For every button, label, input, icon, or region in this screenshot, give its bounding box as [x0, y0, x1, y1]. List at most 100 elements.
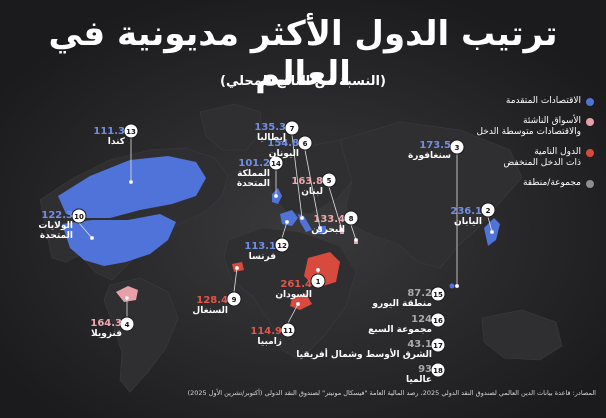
source-note: المصادر: قاعدة بيانات الدين العالمي لصند… — [187, 389, 596, 397]
rank-number-16: 16 — [433, 317, 443, 325]
data-country-name: منطقة اليورو — [372, 299, 432, 309]
country-singapore — [449, 283, 455, 289]
rank-number-5: 5 — [327, 177, 332, 185]
rank-marker-10 — [71, 208, 87, 224]
rank-marker-6 — [297, 135, 313, 151]
rank-marker-7 — [284, 120, 300, 136]
connector-end-1 — [315, 267, 320, 272]
data-label-4: 164.3 فنزويلا — [90, 318, 122, 339]
rank-number-3: 3 — [455, 144, 460, 152]
data-country-name: الولايات المتحدة — [38, 221, 73, 241]
rank-number-8: 8 — [349, 215, 354, 223]
connector-end-11 — [295, 301, 300, 306]
connector-line-5 — [328, 186, 343, 231]
legend-label: الدول النامية ذات الدخل المنخفض — [503, 147, 581, 168]
data-value: 93 — [418, 364, 432, 375]
rank-marker-11 — [280, 322, 296, 338]
connector-end-2 — [489, 229, 494, 234]
rank-marker-18 — [430, 362, 446, 378]
data-country-name: مجموعة السبع — [368, 325, 432, 335]
data-label-14: 101.2 المملكة المتحدة — [237, 158, 270, 189]
highlighted-countries — [58, 156, 500, 310]
landmass-south-america — [103, 277, 179, 393]
rank-marker-1 — [310, 273, 326, 289]
connector-end-14 — [273, 193, 278, 198]
legend-swatch — [586, 98, 594, 106]
data-value: 113.1 — [244, 241, 276, 252]
data-country-name: السنغال — [192, 306, 228, 316]
country-france — [280, 210, 298, 226]
page-subtitle: (النسبة من الناتج المحلي) — [220, 74, 386, 89]
connector-line-10 — [78, 222, 93, 239]
data-value: 43.1 — [407, 339, 432, 350]
data-country-name: زامبيا — [257, 337, 282, 347]
data-label-6: 154.8 اليونان — [267, 138, 299, 159]
country-venezuela — [116, 286, 138, 302]
data-value: 154.8 — [267, 138, 299, 149]
rank-number-1: 1 — [316, 278, 321, 286]
data-country-name: اليابان — [454, 217, 482, 227]
connector-end-8 — [353, 237, 358, 242]
data-label-2: 236.1 اليابان — [450, 206, 482, 227]
connector-end-3 — [454, 283, 459, 288]
legend: الاقتصادات المتقدمة الأسواق الناشئة والا… — [444, 96, 594, 198]
rank-marker-13 — [123, 123, 139, 139]
rank-marker-5 — [321, 172, 337, 188]
data-label-1: 261.4 السودان — [275, 279, 312, 300]
legend-swatch — [586, 149, 594, 157]
legend-item-advanced: الاقتصادات المتقدمة — [444, 96, 594, 107]
rank-number-7: 7 — [290, 125, 295, 133]
data-label-9: 128.4 السنغال — [192, 295, 228, 316]
connector-line-12 — [281, 221, 288, 239]
legend-item-emerging: الأسواق الناشئة والاقتصادات متوسطة الدخل — [444, 116, 594, 138]
rank-marker-15 — [430, 286, 446, 302]
rank-number-10: 10 — [74, 213, 84, 221]
landmass-australia — [481, 309, 563, 361]
connector-lines — [78, 134, 494, 324]
rank-number-11: 11 — [283, 327, 293, 335]
data-country-name: لبنان — [301, 187, 323, 197]
rank-number-12: 12 — [277, 242, 287, 250]
rank-number-2: 2 — [486, 207, 491, 215]
data-label-15: 87.2 منطقة اليورو — [372, 288, 432, 309]
data-value: 135.3 — [254, 122, 286, 133]
data-label-3: 173.5 سنغافورة — [408, 140, 451, 161]
rank-number-6: 6 — [303, 140, 308, 148]
rank-marker-2 — [480, 202, 496, 218]
rank-marker-14 — [268, 155, 284, 171]
connector-line-9 — [233, 267, 238, 293]
data-country-name: المملكة المتحدة — [236, 169, 270, 189]
rank-marker-4 — [119, 316, 135, 332]
data-label-18: 93 عالميا — [406, 364, 432, 385]
data-value: 111.3 — [93, 126, 125, 137]
data-label-10: 122.3 الولايات المتحدة — [38, 210, 73, 241]
data-value: 124 — [411, 314, 432, 325]
data-country-name: فرنسا — [248, 252, 276, 262]
data-value: 122.3 — [41, 210, 73, 221]
legend-swatch — [586, 180, 594, 188]
connector-end-7 — [299, 215, 304, 220]
data-country-name: فنزويلا — [91, 329, 122, 339]
data-country-name: الشرق الأوسط وشمال أفريقيا — [296, 350, 432, 360]
country-canada — [58, 156, 206, 218]
data-value: 114.9 — [250, 326, 282, 337]
connector-end-4 — [125, 295, 130, 300]
legend-swatch — [586, 118, 594, 126]
data-country-name: إيطاليا — [256, 133, 286, 143]
data-country-name: اليونان — [268, 149, 299, 159]
data-label-5: 163.8 لبنان — [291, 176, 323, 197]
data-value: 173.5 — [419, 140, 451, 151]
connector-line-7 — [291, 134, 303, 219]
legend-item-group: مجموعة/منطقة — [444, 178, 594, 189]
data-country-name: كندا — [107, 137, 125, 147]
data-label-11: 114.9 زامبيا — [250, 326, 282, 347]
data-country-name: سنغافورة — [407, 151, 451, 161]
connector-line-2 — [487, 216, 493, 233]
rank-number-14: 14 — [271, 160, 281, 168]
rank-number-13: 13 — [126, 128, 136, 136]
data-label-13: 111.3 كندا — [93, 126, 125, 147]
data-value: 261.4 — [280, 279, 312, 290]
data-label-8: 133.4 البحرين — [311, 214, 345, 235]
data-value: 133.4 — [313, 214, 345, 225]
